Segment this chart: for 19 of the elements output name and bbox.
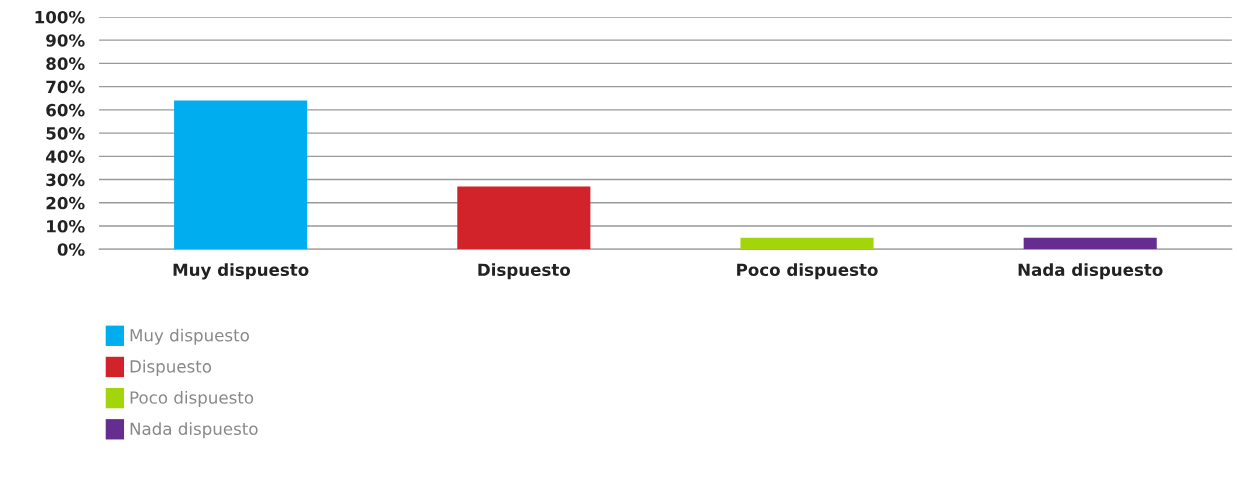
x-tick-label: Nada dispuesto xyxy=(1018,263,1163,280)
y-tick-label: 70% xyxy=(46,80,85,94)
y-tick-label: 100% xyxy=(35,10,85,24)
y-tick-label: 0% xyxy=(57,243,85,256)
legend-label: Dispuesto xyxy=(130,359,212,376)
y-tick-label: 10% xyxy=(47,219,85,233)
y-tick-label: 40% xyxy=(46,150,85,163)
x-tick-label: Poco dispuesto xyxy=(737,263,878,280)
legend-label: Poco dispuesto xyxy=(130,390,254,408)
y-tick-label: 60% xyxy=(46,103,85,117)
x-tick-label: Dispuesto xyxy=(478,263,571,280)
legend-label: Nada dispuesto xyxy=(130,422,258,439)
y-tick-label: 80% xyxy=(46,57,85,70)
y-tick-label: 30% xyxy=(46,173,85,187)
x-tick-label: Muy dispuesto xyxy=(173,263,309,280)
y-tick-label: 90% xyxy=(46,34,85,47)
y-tick-label: 50% xyxy=(46,127,85,140)
y-tick-label: 20% xyxy=(46,196,85,210)
legend-label: Muy dispuesto xyxy=(130,328,249,345)
